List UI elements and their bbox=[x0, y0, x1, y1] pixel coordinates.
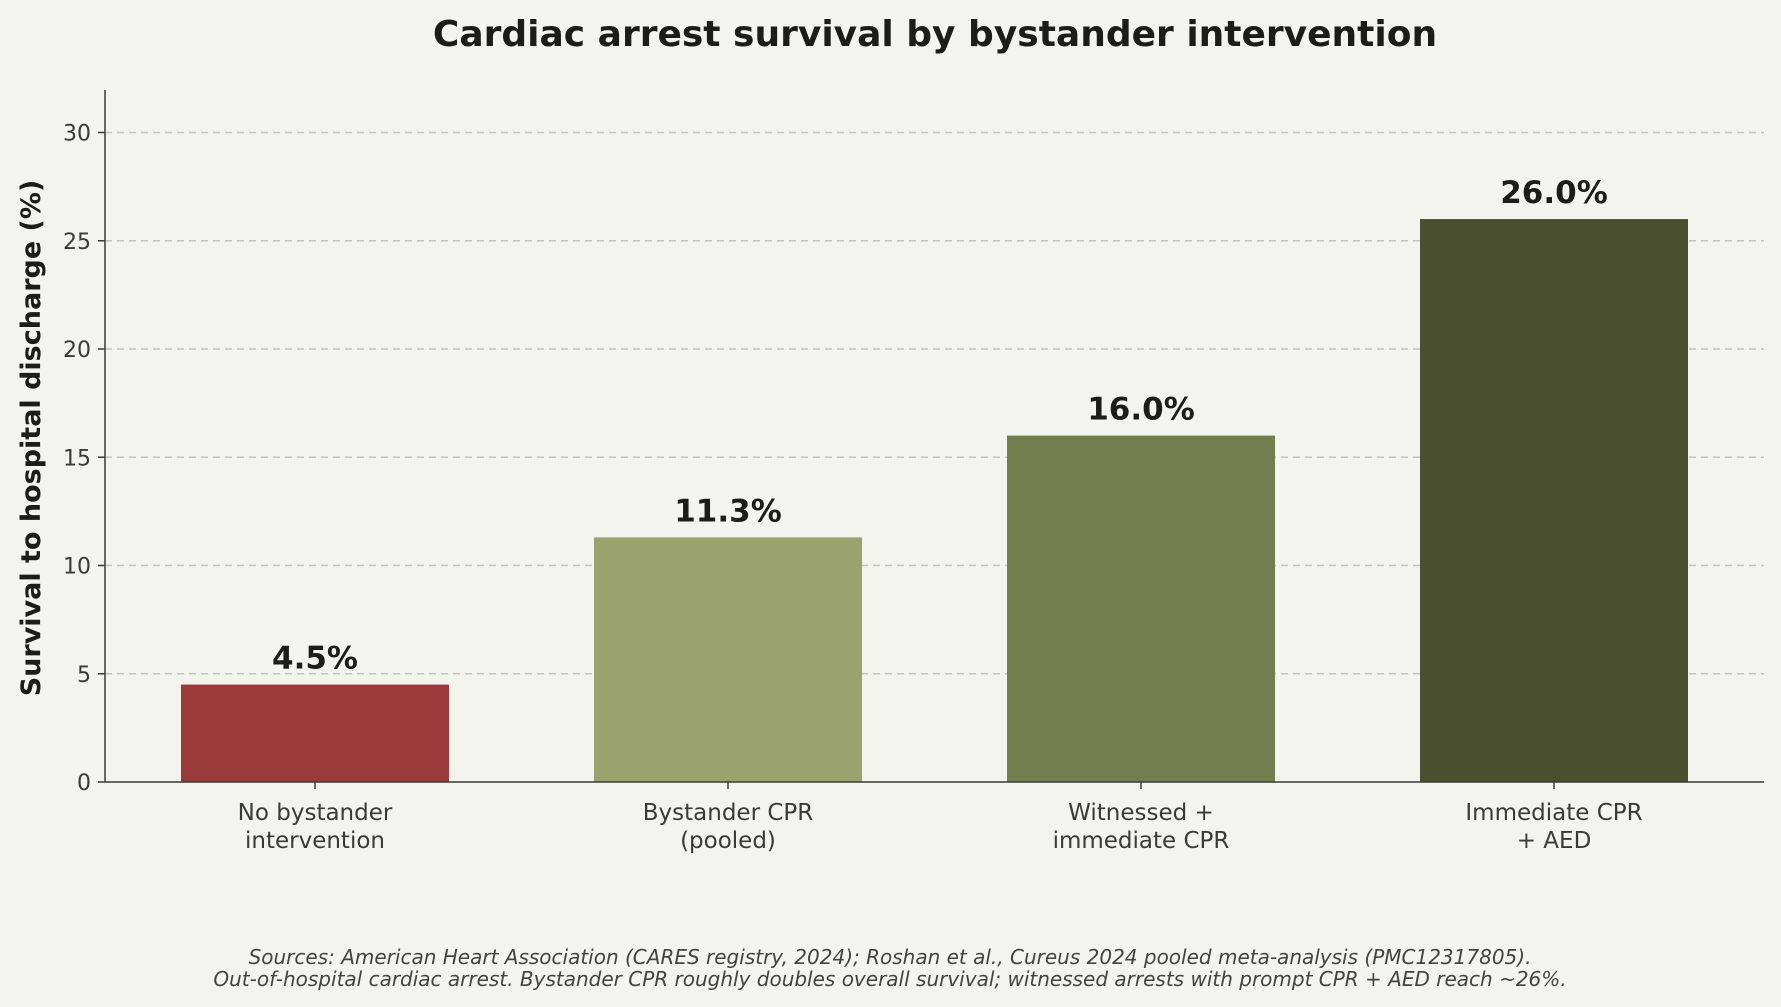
y-tick-label: 30 bbox=[63, 122, 91, 147]
y-axis-label: Survival to hospital discharge (%) bbox=[16, 180, 47, 697]
footnote-line-1: Sources: American Heart Association (CAR… bbox=[249, 945, 1532, 969]
bar bbox=[1007, 435, 1275, 782]
footnote-line-2: Out-of-hospital cardiac arrest. Bystande… bbox=[213, 967, 1566, 991]
x-tick-label: (pooled) bbox=[680, 828, 776, 854]
x-tick-label: No bystander bbox=[238, 800, 393, 826]
bar bbox=[181, 684, 449, 782]
chart-title: Cardiac arrest survival by bystander int… bbox=[433, 14, 1437, 55]
x-tick-label: intervention bbox=[245, 828, 385, 854]
y-tick-label: 0 bbox=[77, 771, 91, 796]
x-tick-label: immediate CPR bbox=[1053, 828, 1230, 854]
data-label: 4.5% bbox=[272, 641, 358, 677]
x-tick-label: Bystander CPR bbox=[643, 800, 814, 826]
y-ticks: 0 5 10 15 20 25 30 bbox=[63, 122, 105, 796]
y-tick-label: 25 bbox=[63, 230, 91, 255]
bars bbox=[181, 219, 1688, 783]
x-tick-label: + AED bbox=[1517, 828, 1592, 854]
bar bbox=[594, 537, 862, 782]
y-tick-label: 15 bbox=[63, 446, 91, 471]
data-label: 26.0% bbox=[1500, 175, 1608, 211]
data-label: 11.3% bbox=[674, 493, 782, 529]
x-tick-label: Witnessed + bbox=[1068, 800, 1214, 826]
y-tick-label: 20 bbox=[63, 338, 91, 363]
y-tick-label: 10 bbox=[63, 555, 91, 580]
data-labels: 4.5% 11.3% 16.0% 26.0% bbox=[272, 175, 1608, 676]
x-tick-label: Immediate CPR bbox=[1465, 800, 1642, 826]
y-tick-label: 5 bbox=[77, 663, 91, 688]
data-label: 16.0% bbox=[1087, 392, 1195, 428]
bar bbox=[1420, 219, 1688, 783]
axes bbox=[104, 90, 1764, 783]
footnote: Sources: American Heart Association (CAR… bbox=[213, 945, 1566, 991]
